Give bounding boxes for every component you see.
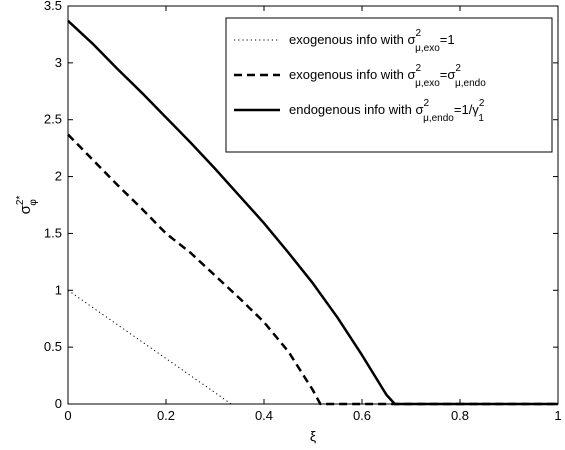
legend-text-part: exogenous info with σ xyxy=(289,32,416,47)
legend-text-part: μ,endo xyxy=(455,78,486,89)
y-tick-label: 1 xyxy=(55,282,62,297)
legend-text-part: 2 xyxy=(479,98,485,109)
y-tick-label: 1.5 xyxy=(44,225,62,240)
plot-frame xyxy=(67,5,559,405)
legend-label-exo1: exogenous info with σ2 μ,exo=1 xyxy=(289,28,455,54)
y-axis: 0 0.5 1 1.5 2 2.5 3 3.5 xyxy=(44,0,558,411)
y-axis-label-superscript: 2* xyxy=(15,196,26,206)
y-axis-label-base: σ xyxy=(17,204,34,214)
x-tick-label: 0.8 xyxy=(451,408,469,423)
legend-text-part: 2 xyxy=(416,28,422,39)
legend-text-part: =1 xyxy=(440,32,455,47)
legend-text-part: μ,endo xyxy=(423,113,454,124)
x-tick-label: 0.4 xyxy=(255,408,273,423)
y-tick-label: 0 xyxy=(55,396,62,411)
x-tick-label: 0.2 xyxy=(157,408,175,423)
x-axis-label: ξ xyxy=(310,428,316,444)
legend-text-part: μ,exo xyxy=(415,43,440,54)
legend-text-part: =σ xyxy=(440,67,456,82)
series-line-exo_endo xyxy=(67,133,558,406)
y-tick-label: 3 xyxy=(55,55,62,70)
x-tick-label: 1 xyxy=(554,408,561,423)
y-tick-label: 2 xyxy=(55,169,62,184)
y-tick-label: 2.5 xyxy=(44,112,62,127)
legend-box xyxy=(225,17,553,153)
legend-text-part: =1/γ xyxy=(454,102,479,117)
legend-text-part: μ,exo xyxy=(415,78,440,89)
legend-text-part: 2 xyxy=(424,98,430,109)
legend-text-part: 1 xyxy=(478,113,484,124)
y-axis-label: σ2* φ xyxy=(15,196,39,215)
legend-label-exo_endo: exogenous info with σ2 μ,exo=σ2 μ,endo xyxy=(289,63,486,89)
y-axis-label-subscript: φ xyxy=(28,199,39,206)
legend-text-part: 2 xyxy=(416,63,422,74)
x-axis: 0 0.2 0.4 0.6 0.8 1 xyxy=(64,6,562,423)
y-tick-label: 3.5 xyxy=(44,0,62,13)
legend-text-part: endogenous info with σ xyxy=(289,102,424,117)
legend-label-endo: endogenous info with σ2 μ,endo=1/γ2 1 xyxy=(289,98,485,124)
x-tick-label: 0.6 xyxy=(353,408,371,423)
legend-text-part: 2 xyxy=(455,63,461,74)
legend-text-part: exogenous info with σ xyxy=(289,67,416,82)
y-tick-label: 0.5 xyxy=(44,339,62,354)
x-tick-label: 0 xyxy=(64,408,71,423)
